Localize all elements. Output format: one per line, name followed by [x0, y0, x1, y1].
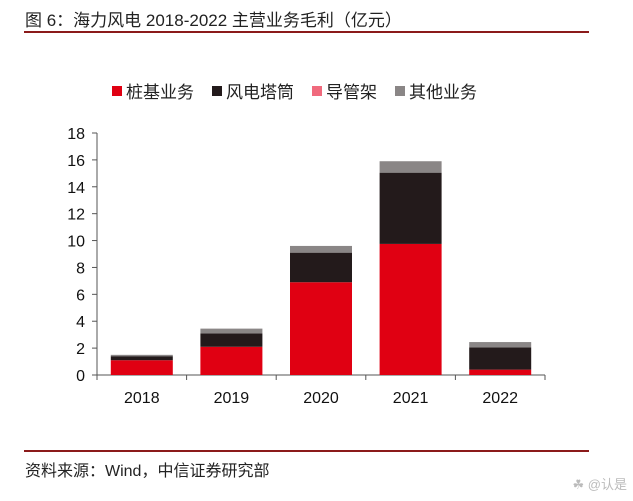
bar-segment-2022-0 [469, 369, 532, 375]
legend-label-pile: 桩基业务 [126, 83, 194, 102]
bar-segment-2021-1 [379, 172, 442, 244]
title-rule [24, 31, 589, 33]
source-note: 资料来源：Wind，中信证券研究部 [25, 463, 270, 480]
x-tick-label: 2019 [214, 390, 250, 407]
bar-segment-2022-3 [469, 342, 532, 348]
legend-label-tower: 风电塔筒 [226, 83, 294, 102]
y-tick-label: 4 [76, 314, 85, 331]
legend-swatch-jacket [312, 85, 322, 96]
y-tick-label: 8 [76, 260, 85, 277]
y-tick-label: 18 [67, 126, 85, 143]
y-tick-label: 10 [67, 234, 85, 251]
legend-swatch-tower [212, 85, 222, 96]
bar-segment-2019-3 [200, 328, 263, 334]
source-rule [24, 450, 589, 452]
y-tick-label: 14 [67, 180, 85, 197]
y-tick-label: 0 [76, 368, 85, 385]
bar-segment-2018-1 [110, 356, 173, 361]
bar-segment-2018-3 [110, 354, 173, 357]
chart-legend: 桩基业务 风电塔筒 导管架 其他业务 [112, 78, 477, 103]
x-tick-label: 2022 [482, 390, 518, 407]
bar-segment-2020-0 [290, 282, 352, 375]
legend-item-other: 其他业务 [395, 78, 477, 103]
legend-label-jacket: 导管架 [326, 83, 377, 102]
legend-swatch-pile [112, 85, 122, 96]
legend-swatch-other [395, 85, 405, 96]
bar-segment-2020-1 [290, 252, 352, 283]
bar-segment-2021-3 [379, 161, 442, 173]
y-tick-label: 16 [67, 153, 85, 170]
x-tick-label: 2020 [303, 390, 339, 407]
bar-segment-2022-1 [469, 347, 532, 370]
y-tick-label: 6 [76, 287, 85, 304]
watermark-text: @认是 [587, 477, 627, 492]
x-tick-label: 2018 [124, 390, 160, 407]
watermark: ☘ @认是 [573, 474, 627, 493]
bar-segment-2021-0 [379, 243, 442, 375]
legend-item-jacket: 导管架 [312, 78, 377, 103]
y-tick-label: 12 [67, 207, 85, 224]
bar-segment-2019-0 [200, 346, 263, 375]
legend-item-pile: 桩基业务 [112, 78, 194, 103]
x-tick-label: 2021 [393, 390, 429, 407]
bar-segment-2019-1 [200, 333, 263, 347]
stacked-bar-chart: 0 2 4 6 8 10 12 14 16 18 2018 2019 2020 2021 2022 [67, 126, 546, 407]
figure-title: 图 6：海力风电 2018-2022 主营业务毛利（亿元） [25, 11, 402, 30]
y-tick-label: 2 [76, 341, 85, 358]
toutiao-logo-icon: ☘ [572, 477, 585, 492]
bar-segment-2018-0 [110, 360, 173, 375]
legend-item-tower: 风电塔筒 [212, 78, 294, 103]
legend-label-other: 其他业务 [409, 83, 477, 102]
bar-segment-2020-3 [290, 245, 352, 253]
